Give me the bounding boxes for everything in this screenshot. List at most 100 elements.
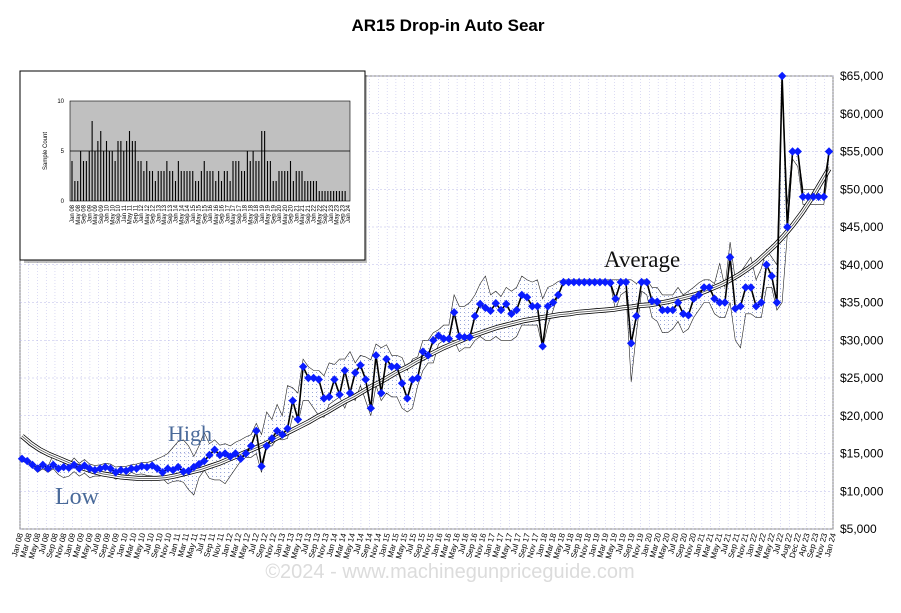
inset-x-tick: Jan 17	[225, 204, 231, 223]
price-marker	[673, 298, 683, 307]
price-marker	[731, 304, 740, 313]
y-tick-label: $10,000	[840, 484, 884, 498]
price-marker	[423, 351, 433, 360]
inset-x-tick: May 22	[317, 204, 323, 224]
price-marker	[798, 192, 808, 201]
inset-x-tick: May 12	[145, 204, 151, 224]
inset-x-tick: Sep 22	[323, 204, 329, 224]
price-marker	[720, 298, 730, 307]
inset-x-tick: May 15	[197, 204, 203, 224]
price-marker	[392, 362, 402, 371]
price-marker	[652, 297, 662, 306]
price-marker	[439, 334, 448, 343]
price-marker	[668, 305, 678, 315]
inset-x-tick: Jan 15	[191, 204, 197, 223]
price-marker	[559, 277, 568, 287]
price-marker	[486, 306, 495, 316]
price-marker	[465, 333, 474, 342]
high-annotation: High	[168, 421, 212, 446]
price-marker	[705, 283, 714, 292]
price-marker	[345, 388, 355, 398]
price-marker	[173, 462, 183, 472]
inset-x-tick: Sep 15	[202, 204, 208, 224]
inset-x-tick: Sep 08	[82, 204, 88, 224]
price-marker	[502, 299, 511, 309]
price-marker	[351, 368, 360, 377]
price-marker	[663, 305, 672, 315]
chart-title: AR15 Drop-in Auto Sear	[351, 16, 544, 35]
price-marker	[324, 392, 334, 402]
inset-x-tick: Jan 19	[260, 204, 266, 223]
inset-x-tick: May 08	[76, 204, 82, 224]
inset-x-tick: Jan 10	[105, 204, 111, 223]
price-marker	[236, 454, 245, 463]
price-marker	[757, 298, 766, 307]
price-marker	[642, 277, 651, 287]
price-marker	[241, 449, 251, 458]
price-marker	[231, 449, 240, 458]
price-marker	[382, 354, 391, 364]
price-marker	[267, 434, 277, 443]
price-marker	[205, 450, 214, 460]
inset-y-tick: 0	[61, 199, 65, 205]
price-marker	[783, 222, 792, 232]
price-marker	[314, 375, 323, 384]
price-marker	[54, 464, 63, 473]
inset-x-tick: May 19	[266, 204, 272, 224]
price-marker	[200, 456, 209, 466]
price-marker	[95, 464, 105, 473]
price-marker	[262, 441, 271, 451]
price-marker	[512, 305, 521, 315]
price-marker	[298, 362, 308, 371]
price-marker	[210, 445, 219, 454]
inset-x-tick: May 17	[231, 204, 237, 224]
price-marker	[626, 339, 636, 348]
price-marker	[491, 299, 500, 308]
price-marker	[49, 460, 58, 470]
price-marker	[803, 192, 813, 201]
y-tick-label: $35,000	[840, 296, 884, 310]
price-marker	[28, 460, 37, 470]
price-marker	[330, 375, 339, 384]
price-marker	[637, 277, 646, 287]
price-marker	[272, 426, 282, 436]
inset-x-tick: Jan 21	[294, 204, 300, 223]
price-marker	[38, 460, 48, 470]
price-marker	[179, 467, 188, 476]
price-marker	[814, 192, 823, 201]
inset-x-tick: Sep 13	[168, 204, 174, 224]
price-marker	[554, 290, 563, 300]
inset-x-tick: Sep 21	[306, 204, 312, 224]
price-marker	[449, 308, 459, 317]
price-marker	[356, 360, 365, 370]
price-marker	[741, 283, 750, 292]
inset-x-tick: May 20	[283, 204, 289, 224]
price-marker	[460, 333, 469, 342]
inset-x-tick: Sep 18	[254, 204, 260, 224]
inset-y-tick: 5	[61, 149, 65, 155]
price-marker	[595, 277, 605, 287]
inset-bars	[71, 121, 346, 201]
price-marker	[751, 302, 761, 311]
inset-x-tick: Jan 18	[243, 204, 249, 223]
price-marker	[543, 302, 553, 311]
price-marker	[507, 309, 516, 319]
price-marker	[689, 294, 698, 303]
price-marker	[710, 294, 719, 303]
inset-x-tick: May 21	[300, 204, 306, 224]
price-marker	[606, 278, 615, 288]
price-marker	[111, 468, 120, 477]
price-marker	[106, 464, 115, 473]
inset-x-tick: Jan 20	[277, 204, 283, 223]
price-marker	[788, 147, 797, 156]
y-tick-label: $55,000	[840, 145, 884, 159]
price-marker	[574, 277, 584, 287]
price-marker	[632, 311, 641, 321]
y-tick-label: $25,000	[840, 371, 884, 385]
y-tick-label: $15,000	[840, 447, 884, 461]
average-annotation: Average	[604, 247, 680, 272]
price-marker	[580, 277, 589, 287]
price-marker	[116, 465, 126, 475]
